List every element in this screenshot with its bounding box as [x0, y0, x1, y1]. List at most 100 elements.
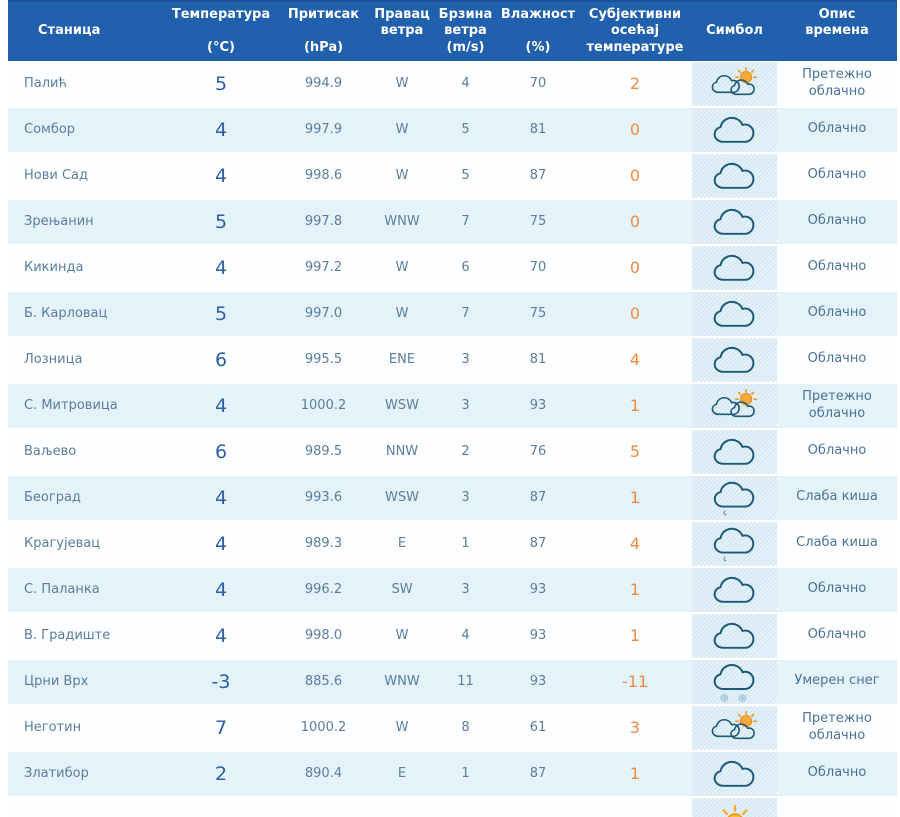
table-row: Београд 4 993.6 WSW 3 87 1 Слаба киша — [8, 475, 897, 522]
feels-like-value: 0 — [578, 245, 692, 292]
weather-symbol-cell — [692, 199, 777, 246]
weather-description: Облачно — [777, 429, 897, 476]
table-row: Сомбор 4 997.9 W 5 81 0 Облачно — [8, 107, 897, 154]
weather-symbol-cell — [692, 291, 777, 338]
humidity-value: 87 — [498, 475, 578, 522]
feels-like-value: 0 — [578, 199, 692, 246]
weather-description: Облачно — [777, 751, 897, 798]
pressure-value: 996.2 — [276, 567, 371, 614]
humidity-value: 87 — [498, 521, 578, 568]
cloudy-icon — [713, 577, 754, 604]
table-row: Палић 5 994.9 W 4 70 2 Претежно облачно — [8, 61, 897, 108]
pressure-value: 890.4 — [276, 751, 371, 798]
cloudy-icon — [713, 439, 754, 466]
weather-symbol-cell — [692, 705, 777, 752]
feels-like-value: 0 — [578, 291, 692, 338]
pressure-value: 997.0 — [276, 291, 371, 338]
weather-symbol-cell — [692, 429, 777, 476]
weather-table-header: Станица Температура (°C) Притисак (hPa) Пр… — [8, 0, 897, 62]
table-row: Кикинда 4 997.2 W 6 70 0 Облачно — [8, 245, 897, 292]
table-row: Лозница 6 995.5 ENE 3 81 4 Облачно — [8, 337, 897, 384]
wind-speed-value: 5 — [433, 153, 498, 200]
weather-description: Облачно — [777, 613, 897, 660]
humidity-value: 93 — [498, 383, 578, 430]
temperature-value: 5 — [166, 291, 276, 338]
col-header-description: Опис времена — [777, 0, 897, 62]
weather-symbol-cell — [692, 337, 777, 384]
weather-symbol-cell — [692, 61, 777, 108]
station-name: Београд — [8, 475, 166, 522]
col-header-wind-direction: Правац ветра — [371, 0, 433, 62]
wind-speed-value: 1 — [433, 751, 498, 798]
humidity-value: 93 — [498, 567, 578, 614]
station-name: Сомбор — [8, 107, 166, 154]
wind-speed-value: 11 — [433, 659, 498, 706]
temperature-value: 5 — [166, 61, 276, 108]
feels-like-value: 1 — [578, 567, 692, 614]
humidity-value: 70 — [498, 61, 578, 108]
table-row: Б. Карловац 5 997.0 W 7 75 0 Облачно — [8, 291, 897, 338]
humidity-value: 75 — [498, 199, 578, 246]
pressure-value: 885.6 — [276, 659, 371, 706]
wind-speed-value: 2 — [433, 429, 498, 476]
wind-speed-value: 3 — [433, 475, 498, 522]
table-row: Црни Врх -3 885.6 WNW 11 93 -11 — [8, 659, 897, 706]
humidity-value: 76 — [498, 429, 578, 476]
station-name: Неготин — [8, 705, 166, 752]
col-header-pressure: Притисак (hPa) — [276, 0, 371, 62]
weather-symbol-cell — [692, 521, 777, 568]
wind-speed-value: 6 — [433, 245, 498, 292]
table-row: Крагујевац 4 989.3 E 1 87 4 Слаба киша — [8, 521, 897, 568]
weather-symbol-cell — [692, 245, 777, 292]
temperature-value: 2 — [166, 751, 276, 798]
station-name: Нови Сад — [8, 153, 166, 200]
weather-description: Облачно — [777, 107, 897, 154]
feels-like-value: 3 — [578, 705, 692, 752]
col-header-station: Станица — [8, 0, 166, 62]
table-row: Зрењанин 5 997.8 WNW 7 75 0 Облачно — [8, 199, 897, 246]
temperature-value: 4 — [166, 153, 276, 200]
temperature-value: 4 — [166, 613, 276, 660]
temperature-value: -3 — [166, 659, 276, 706]
humidity-value: 93 — [498, 659, 578, 706]
weather-description: Облачно — [777, 153, 897, 200]
temperature-value: 4 — [166, 521, 276, 568]
weather-description: Облачно — [777, 567, 897, 614]
sunny-icon — [721, 804, 748, 817]
feels-like-value: 4 — [578, 521, 692, 568]
feels-like-value: 0 — [578, 153, 692, 200]
weather-description: Претежно облачно — [777, 705, 897, 752]
temperature-value — [166, 797, 276, 817]
temperature-value: 4 — [166, 383, 276, 430]
humidity-value: 75 — [498, 291, 578, 338]
station-name: Кикинда — [8, 245, 166, 292]
humidity-value: 87 — [498, 153, 578, 200]
wind-direction-value: W — [371, 705, 433, 752]
wind-direction-value: ENE — [371, 337, 433, 384]
wind-direction-value: W — [371, 291, 433, 338]
temperature-value: 4 — [166, 567, 276, 614]
wind-speed-value: 5 — [433, 107, 498, 154]
weather-description: Облачно — [777, 199, 897, 246]
wind-direction-value: WSW — [371, 475, 433, 522]
weather-symbol-cell — [692, 567, 777, 614]
temperature-value: 4 — [166, 245, 276, 292]
weather-table: Станица Температура (°C) Притисак (hPa) Пр… — [8, 0, 897, 817]
light-rain-icon — [713, 527, 754, 562]
cloudy-icon — [713, 761, 754, 788]
station-name: Б. Карловац — [8, 291, 166, 338]
wind-speed-value: 3 — [433, 383, 498, 430]
station-name: Златибор — [8, 751, 166, 798]
cloudy-icon — [713, 347, 754, 374]
wind-speed-value: 3 — [433, 567, 498, 614]
wind-direction-value: NNW — [371, 429, 433, 476]
wind-direction-value: W — [371, 245, 433, 292]
humidity-value: 81 — [498, 337, 578, 384]
temperature-value: 4 — [166, 107, 276, 154]
wind-speed-value: 3 — [433, 337, 498, 384]
table-row: С. Паланка 4 996.2 SW 3 93 1 Облачно — [8, 567, 897, 614]
weather-description: Облачно — [777, 245, 897, 292]
pressure-value: 995.5 — [276, 337, 371, 384]
weather-symbol-cell — [692, 107, 777, 154]
weather-symbol-cell — [692, 659, 777, 706]
